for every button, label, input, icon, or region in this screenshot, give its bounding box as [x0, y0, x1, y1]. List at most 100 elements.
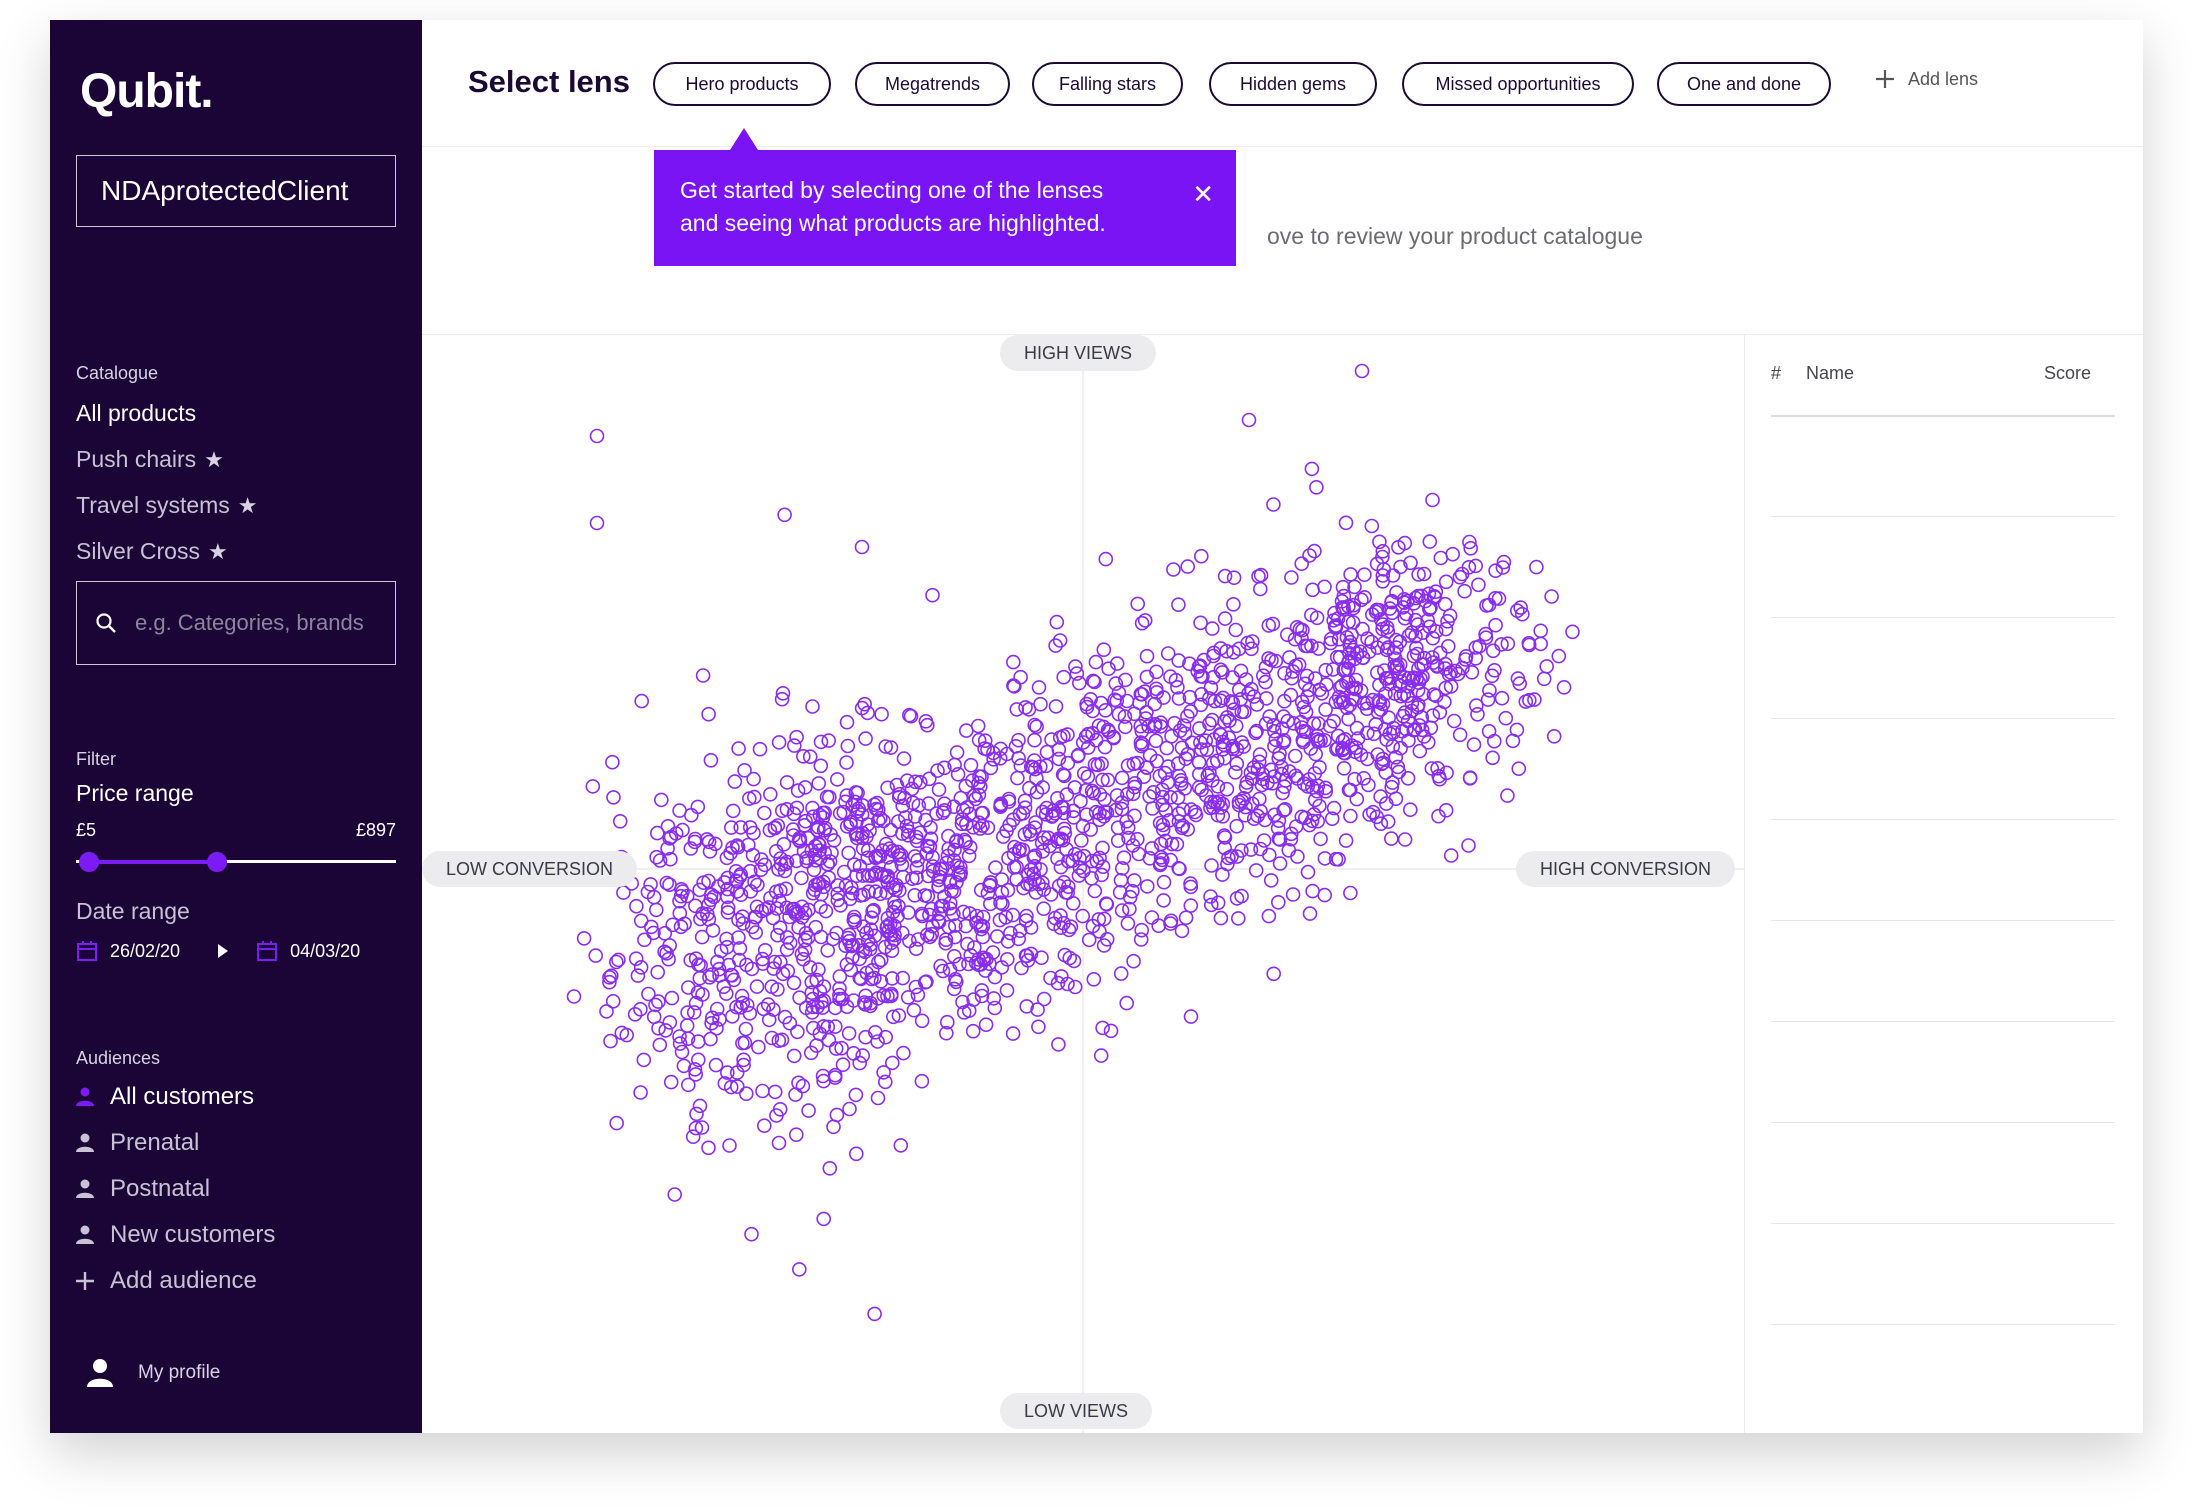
product-point[interactable]: [1438, 680, 1454, 696]
product-point[interactable]: [777, 863, 793, 879]
product-point[interactable]: [975, 909, 991, 925]
product-point[interactable]: [1202, 716, 1217, 732]
product-point[interactable]: [921, 771, 937, 787]
add-lens-button[interactable]: Add lens: [1874, 68, 1978, 90]
product-point[interactable]: [1213, 910, 1229, 926]
product-point[interactable]: [932, 906, 947, 922]
product-point[interactable]: [971, 787, 987, 803]
product-point[interactable]: [1277, 801, 1293, 817]
product-point[interactable]: [894, 826, 910, 841]
product-point[interactable]: [880, 918, 895, 934]
product-point[interactable]: [848, 1146, 864, 1162]
product-point[interactable]: [1392, 678, 1408, 694]
product-point[interactable]: [836, 864, 852, 880]
product-point[interactable]: [935, 898, 951, 914]
product-point[interactable]: [813, 734, 829, 750]
product-point[interactable]: [1505, 733, 1521, 749]
product-point[interactable]: [766, 1002, 781, 1017]
product-point[interactable]: [1494, 690, 1510, 706]
product-point[interactable]: [952, 859, 968, 875]
product-point[interactable]: [1117, 719, 1133, 735]
product-point[interactable]: [999, 746, 1015, 762]
product-point[interactable]: [846, 857, 862, 873]
product-point[interactable]: [1081, 932, 1097, 948]
product-point[interactable]: [1415, 625, 1431, 641]
product-point[interactable]: [1204, 773, 1220, 788]
product-point[interactable]: [815, 1000, 830, 1015]
product-point[interactable]: [1430, 760, 1445, 776]
product-point[interactable]: [938, 1025, 954, 1041]
product-point[interactable]: [1157, 765, 1173, 781]
product-point[interactable]: [1556, 679, 1572, 695]
product-point[interactable]: [1416, 566, 1432, 582]
product-point[interactable]: [1217, 750, 1232, 766]
product-point[interactable]: [1327, 605, 1342, 621]
product-point[interactable]: [736, 1052, 751, 1068]
product-point[interactable]: [720, 881, 735, 897]
product-point[interactable]: [1088, 654, 1104, 670]
product-point[interactable]: [1342, 645, 1357, 661]
product-point[interactable]: [1156, 893, 1171, 908]
product-point[interactable]: [1110, 820, 1126, 836]
product-point[interactable]: [1312, 798, 1327, 814]
product-point[interactable]: [1375, 574, 1391, 589]
product-point[interactable]: [733, 887, 749, 903]
product-point[interactable]: [1228, 622, 1244, 638]
product-point[interactable]: [980, 885, 996, 901]
product-point[interactable]: [1294, 556, 1310, 571]
product-point[interactable]: [1129, 831, 1145, 847]
product-point[interactable]: [1098, 896, 1114, 912]
product-point[interactable]: [816, 979, 832, 994]
product-point[interactable]: [702, 969, 717, 985]
product-point[interactable]: [637, 932, 652, 948]
product-point[interactable]: [742, 1005, 758, 1021]
catalogue-item-travel-systems[interactable]: Travel systems ★: [76, 492, 258, 519]
product-point[interactable]: [832, 981, 847, 996]
product-point[interactable]: [986, 991, 1002, 1006]
product-point[interactable]: [1249, 723, 1264, 739]
product-point[interactable]: [1437, 661, 1453, 676]
product-point[interactable]: [1406, 648, 1422, 664]
product-point[interactable]: [1391, 540, 1406, 555]
product-point[interactable]: [1236, 739, 1252, 754]
product-point[interactable]: [1090, 757, 1106, 773]
product-point[interactable]: [643, 877, 658, 892]
product-point[interactable]: [1336, 760, 1352, 776]
product-point[interactable]: [1466, 737, 1482, 752]
product-point[interactable]: [1307, 543, 1322, 559]
product-point[interactable]: [1050, 851, 1065, 866]
product-point[interactable]: [658, 1023, 673, 1038]
product-point[interactable]: [720, 889, 735, 905]
product-point[interactable]: [1050, 790, 1065, 806]
product-point[interactable]: [1027, 717, 1043, 733]
product-point[interactable]: [1233, 663, 1249, 679]
product-point[interactable]: [1219, 781, 1235, 797]
product-point[interactable]: [1053, 920, 1069, 936]
audience-item-prenatal[interactable]: Prenatal: [74, 1129, 199, 1157]
product-point[interactable]: [1111, 706, 1127, 722]
product-point[interactable]: [994, 885, 1010, 900]
product-point[interactable]: [753, 862, 769, 878]
product-point[interactable]: [1086, 971, 1102, 987]
product-point[interactable]: [758, 901, 774, 917]
product-point[interactable]: [1065, 853, 1081, 868]
product-point[interactable]: [742, 820, 758, 835]
lens-one-and-done[interactable]: One and done: [1657, 62, 1831, 106]
product-point[interactable]: [1267, 723, 1282, 739]
product-point[interactable]: [1094, 867, 1110, 883]
table-row[interactable]: [1771, 718, 2115, 719]
date-from[interactable]: 26/02/20: [110, 940, 181, 961]
product-point[interactable]: [1071, 747, 1086, 763]
product-point[interactable]: [1299, 668, 1315, 684]
product-point[interactable]: [1080, 740, 1096, 755]
product-point[interactable]: [1462, 534, 1477, 550]
product-point[interactable]: [999, 983, 1015, 998]
product-point[interactable]: [1138, 711, 1154, 726]
product-point[interactable]: [795, 748, 811, 764]
product-point[interactable]: [833, 898, 848, 913]
product-point[interactable]: [740, 837, 756, 853]
product-point[interactable]: [1341, 614, 1356, 630]
product-point[interactable]: [729, 999, 744, 1015]
product-point[interactable]: [729, 838, 745, 853]
product-point[interactable]: [709, 1001, 725, 1017]
